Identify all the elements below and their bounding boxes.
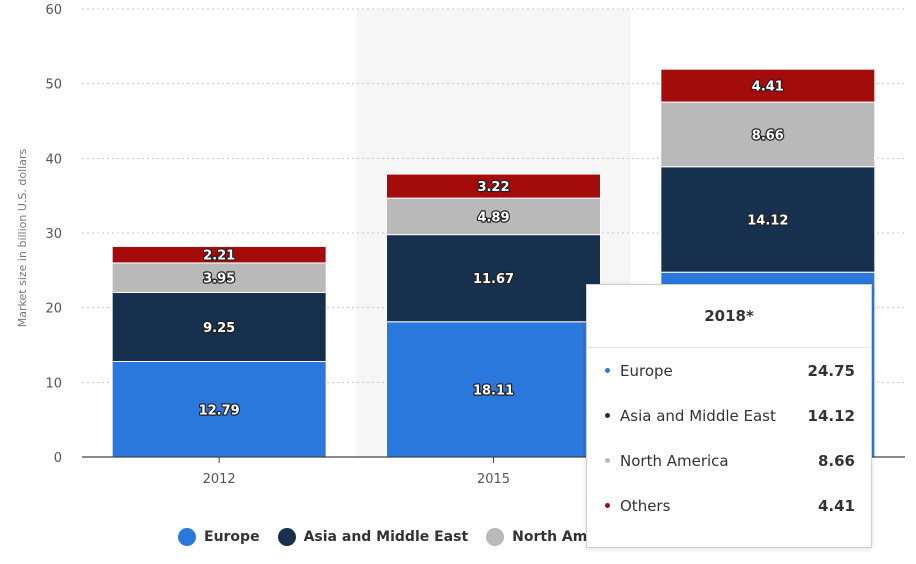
tooltip-label: Asia and Middle East (620, 406, 776, 425)
x-tick-label: 2012 (203, 472, 236, 487)
tooltip: 2018* Europe 24.75 Asia and Middle East … (586, 284, 872, 548)
tooltip-row-others: Others 4.41 (587, 483, 871, 528)
tooltip-label: North America (620, 451, 729, 470)
y-tick-label: 50 (45, 78, 62, 93)
tooltip-bullet (605, 368, 610, 373)
tooltip-label: Others (620, 496, 671, 515)
data-label: 12.79 (199, 403, 240, 418)
y-tick-label: 30 (45, 227, 62, 242)
data-label: 9.25 (203, 321, 235, 336)
data-label: 8.66 (752, 128, 784, 143)
tooltip-label: Europe (620, 361, 673, 380)
tooltip-row-europe: Europe 24.75 (587, 348, 871, 393)
data-label: 3.95 (203, 272, 235, 287)
y-tick-label: 0 (54, 451, 62, 466)
bar-segment[interactable] (386, 173, 601, 199)
bar-segment[interactable] (386, 321, 601, 458)
x-axis-ticks: 2012 2015 (203, 457, 769, 487)
tooltip-value: 4.41 (817, 496, 855, 515)
y-tick-label: 60 (45, 3, 62, 18)
tooltip-bullet (605, 413, 610, 418)
tooltip-row-north-america: North America 8.66 (587, 438, 871, 483)
bar-segment[interactable] (111, 245, 327, 264)
tooltip-value: 8.66 (817, 451, 855, 470)
data-label: 4.89 (477, 210, 509, 225)
bar-segment[interactable] (386, 197, 601, 236)
legend-label: Europe (204, 529, 260, 545)
data-label: 3.22 (477, 180, 509, 195)
legend-item-europe[interactable]: Europe (178, 528, 260, 546)
y-axis-label: Market size in billion U.S. dollars (16, 149, 29, 328)
bar-segment[interactable] (386, 234, 601, 323)
legend-dot (486, 528, 505, 546)
tooltip-value: 24.75 (807, 361, 855, 380)
tooltip-title: 2018* (587, 285, 871, 348)
legend-label: Asia and Middle East (303, 529, 469, 545)
legend: Europe Asia and Middle East North Americ… (178, 528, 644, 546)
data-label: 11.67 (473, 272, 514, 287)
y-axis-ticks: 0 10 20 30 40 50 60 (45, 3, 62, 466)
x-tick-label: 2015 (477, 472, 510, 487)
tooltip-row-asia-middle-east: Asia and Middle East 14.12 (587, 393, 871, 438)
data-label: 4.41 (752, 80, 784, 95)
y-tick-label: 10 (45, 376, 62, 391)
data-label: 14.12 (747, 213, 788, 228)
tooltip-bullet (605, 458, 610, 463)
legend-item-asia-middle-east[interactable]: Asia and Middle East (277, 528, 469, 546)
data-label: 18.11 (473, 383, 514, 398)
legend-dot (277, 528, 296, 546)
bar-segment[interactable] (660, 166, 876, 273)
y-tick-label: 20 (45, 302, 62, 317)
tooltip-bullet (605, 503, 610, 508)
bar-segment[interactable] (660, 68, 876, 103)
y-tick-label: 40 (45, 152, 62, 167)
legend-dot (178, 528, 196, 546)
tooltip-value: 14.12 (807, 406, 855, 425)
data-label: 2.21 (203, 249, 235, 264)
bar-segment[interactable] (111, 262, 327, 293)
